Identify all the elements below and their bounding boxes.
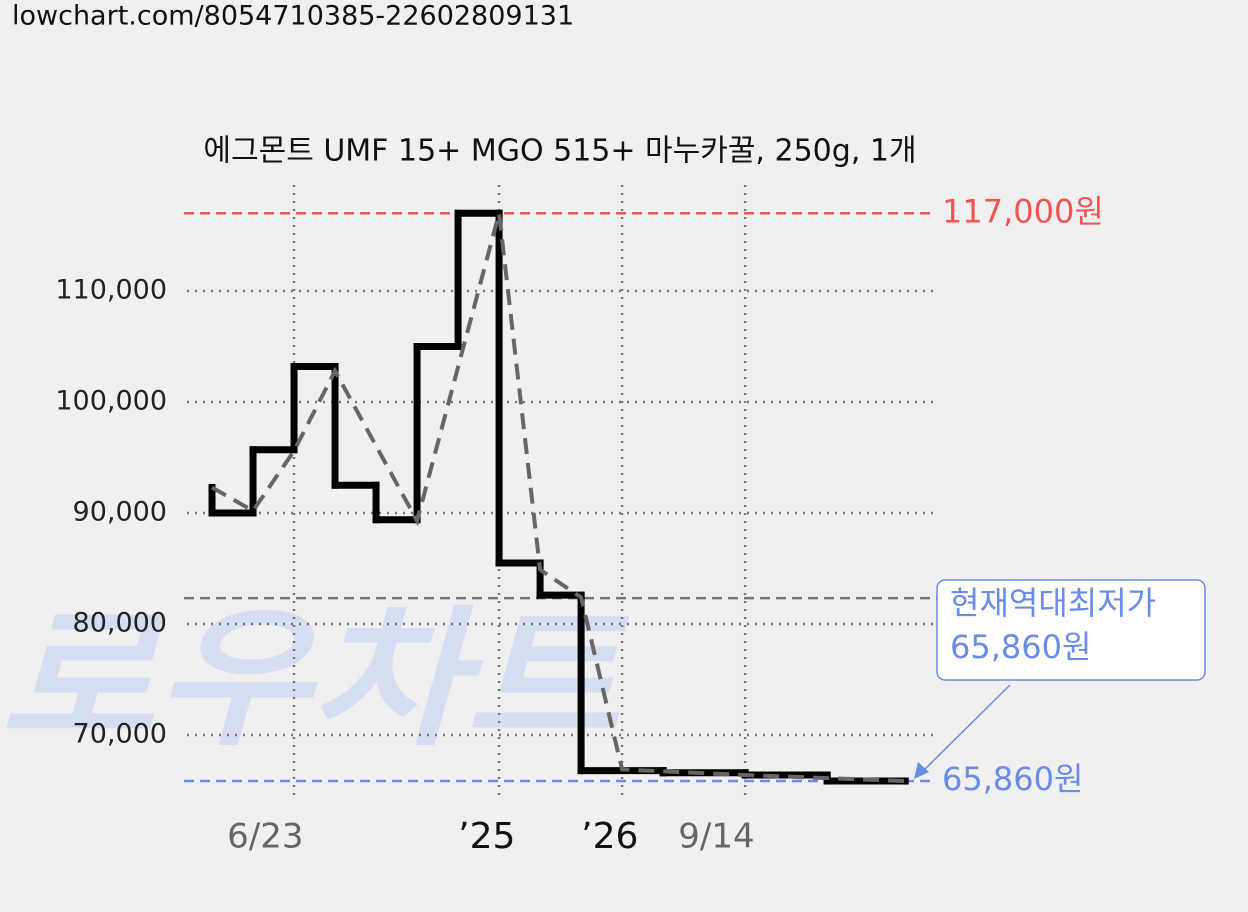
- arrow-head: [914, 762, 929, 779]
- y-tick-label: 110,000: [55, 275, 167, 306]
- y-tick-label: 70,000: [73, 719, 167, 750]
- source-url: lowchart.com/8054710385-22602809131: [12, 1, 574, 32]
- y-tick-label: 90,000: [73, 497, 167, 528]
- chart-title: 에그몬트 UMF 15+ MGO 515+ 마누카꿀, 250g, 1개: [203, 134, 916, 169]
- x-tick-label: 9/14: [678, 817, 754, 857]
- annotation-text: 65,860원: [950, 628, 1091, 666]
- x-tick-label: 6/23: [227, 817, 303, 857]
- annotation-arrow: [921, 684, 1011, 773]
- watermark: 로우차트: [0, 593, 630, 767]
- reference-label: 117,000원: [942, 192, 1104, 230]
- y-tick-label: 80,000: [73, 608, 167, 639]
- reference-label: 65,860원: [942, 760, 1083, 798]
- x-tick-label: ’26: [581, 816, 638, 857]
- step-line: [208, 209, 909, 785]
- annotation-box: [936, 579, 1206, 681]
- y-tick-label: 100,000: [55, 386, 167, 417]
- annotation-text: 현재역대최저가: [950, 584, 1156, 622]
- x-tick-label: ’25: [458, 816, 515, 857]
